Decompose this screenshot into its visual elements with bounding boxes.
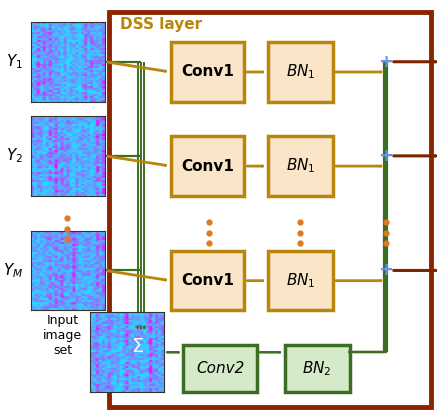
Text: $BN_1$: $BN_1$ [286,63,315,81]
Text: Conv2: Conv2 [196,361,244,376]
Bar [285,345,350,392]
Bar [268,136,333,196]
Bar [171,251,245,310]
Text: $Y_2$: $Y_2$ [6,147,23,165]
Text: +: + [378,147,393,165]
Bar [171,136,245,196]
Bar [171,42,245,102]
Text: +: + [378,53,393,71]
Text: +: + [378,262,393,279]
Bar [183,345,257,392]
Text: DSS layer: DSS layer [120,17,202,33]
Text: $Y_M$: $Y_M$ [3,261,23,280]
Text: $BN_1$: $BN_1$ [286,157,315,176]
Bar [268,251,333,310]
Text: Conv1: Conv1 [181,159,234,173]
Bar [268,42,333,102]
Text: $BN_1$: $BN_1$ [286,272,315,290]
Text: Conv1: Conv1 [181,65,234,80]
Bar [110,12,431,407]
Text: Input
image
set: Input image set [44,314,82,358]
Text: $\Sigma$: $\Sigma$ [132,337,144,356]
Text: $BN_2$: $BN_2$ [302,359,332,378]
Text: $Y_1$: $Y_1$ [6,52,23,71]
Text: Conv1: Conv1 [181,273,234,288]
Bar [120,329,156,363]
